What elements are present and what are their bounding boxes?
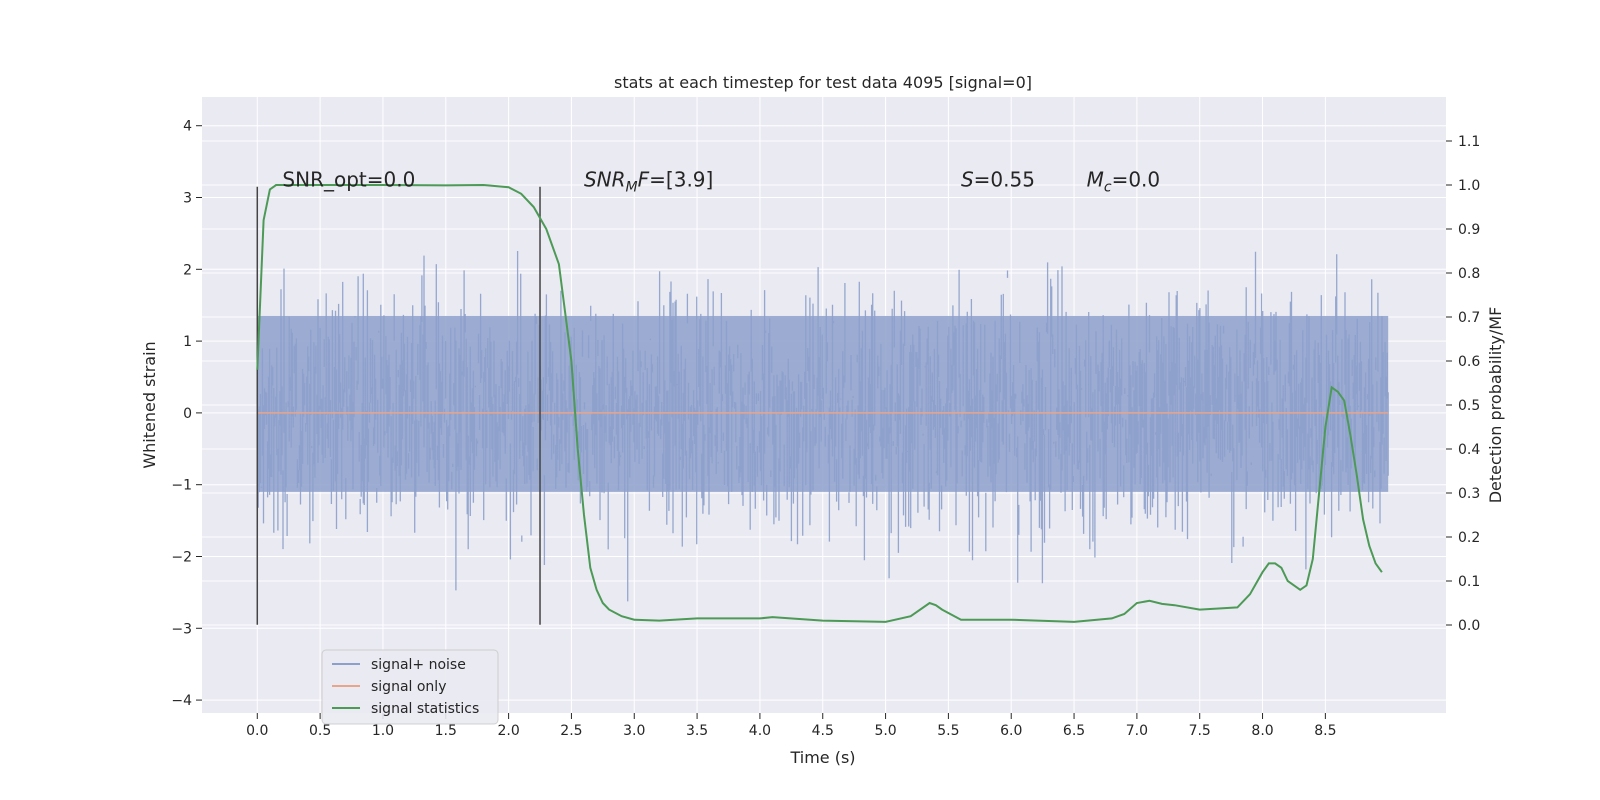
y-right-tick-label-3: 0.3 [1458,486,1480,502]
signal-plus-noise-series [256,251,1389,602]
annotation-s-value: =0.55 [974,168,1035,192]
x-tick-label-13: 6.5 [1063,723,1085,739]
x-tick-label-8: 4.0 [749,723,771,739]
legend-label-signal-statistics: signal statistics [371,701,479,717]
x-tick-label-4: 2.0 [497,723,519,739]
x-tick-label-7: 3.5 [686,723,708,739]
y-right-tick-label-2: 0.2 [1458,530,1480,546]
legend-label-signal-only: signal only [371,679,446,695]
x-tick-label-5: 2.5 [560,723,582,739]
chart-title: stats at each timestep for test data 409… [614,73,1032,92]
legend-label-signal-noise: signal+ noise [371,657,466,673]
annotation-s: S=0.55 [961,168,1035,192]
marker-lines [256,186,541,625]
y-right-tick-label-4: 0.4 [1458,442,1480,458]
y-axis-right: 0.0 0.1 0.2 0.3 0.4 0.5 0.6 0.7 0.8 0.9 1.0 1.1 [1446,134,1480,634]
y-tick-label-0: −4 [171,693,192,709]
annotation-snr-opt: SNR_opt=0.0 [282,168,415,192]
x-tick-label-1: 0.5 [309,723,331,739]
annotation-snr-mf: SNRMF=[3.9] [584,168,713,196]
y-axis-right-label: Detection probability/MF [1486,307,1505,504]
x-tick-label-14: 7.0 [1126,723,1148,739]
y-tick-label-3: −1 [171,478,192,494]
legend: signal+ noise signal only signal statist… [321,649,499,725]
annotation-mc-base: M [1087,168,1104,192]
x-tick-label-17: 8.5 [1314,723,1336,739]
annotation-mc: Mc=0.0 [1087,168,1161,196]
x-tick-label-2: 1.0 [372,723,394,739]
y-right-tick-label-0: 0.0 [1458,618,1480,634]
x-tick-label-9: 4.5 [812,723,834,739]
y-tick-label-4: 0 [183,406,192,422]
y-tick-label-2: −2 [171,549,192,565]
y-right-tick-label-9: 0.9 [1458,222,1480,238]
legend-box [321,649,499,725]
y-right-tick-label-8: 0.8 [1458,266,1480,282]
x-tick-label-3: 1.5 [435,723,457,739]
x-tick-label-11: 5.5 [937,723,959,739]
annotation-snr-mf-value: =[3.9] [649,168,713,192]
annotation-snr-mf-base: SNR [584,168,626,192]
x-tick-label-0: 0.0 [246,723,268,739]
y-right-tick-label-11: 1.1 [1458,134,1480,150]
y-axis-label: Whitened strain [140,341,159,468]
signal-statistics-series [256,183,1383,623]
x-tick-label-15: 7.5 [1189,723,1211,739]
x-axis-label: Time (s) [789,748,855,767]
y-tick-label-6: 2 [183,262,192,278]
annotation-snr-mf-sub: M [626,180,638,196]
annotation-s-base: S [961,168,974,192]
y-right-tick-label-6: 0.6 [1458,354,1480,370]
y-right-tick-label-5: 0.5 [1458,398,1480,414]
y-tick-label-5: 1 [183,334,192,350]
y-right-tick-label-7: 0.7 [1458,310,1480,326]
annotation-mc-sub: c [1104,180,1112,196]
x-tick-label-6: 3.0 [623,723,645,739]
x-axis: 0.0 0.5 1.0 1.5 2.0 2.5 3.0 3.5 4.0 4.5 5.0 5.5 6.0 6… [246,713,1337,739]
x-tick-label-16: 8.0 [1251,723,1273,739]
y-axis-left: −4 −3 −2 −1 0 1 2 3 4 [171,119,202,709]
x-tick-label-10: 5.0 [874,723,896,739]
y-tick-label-8: 4 [183,119,192,135]
y-tick-label-1: −3 [171,621,192,637]
y-tick-label-7: 3 [183,191,192,207]
y-right-tick-label-10: 1.0 [1458,178,1480,194]
x-tick-label-12: 6.0 [1000,723,1022,739]
plot-area [256,183,1389,625]
y-right-tick-label-1: 0.1 [1458,574,1480,590]
annotation-snr-mf-f: F [638,168,650,192]
annotation-mc-value: =0.0 [1112,168,1161,192]
